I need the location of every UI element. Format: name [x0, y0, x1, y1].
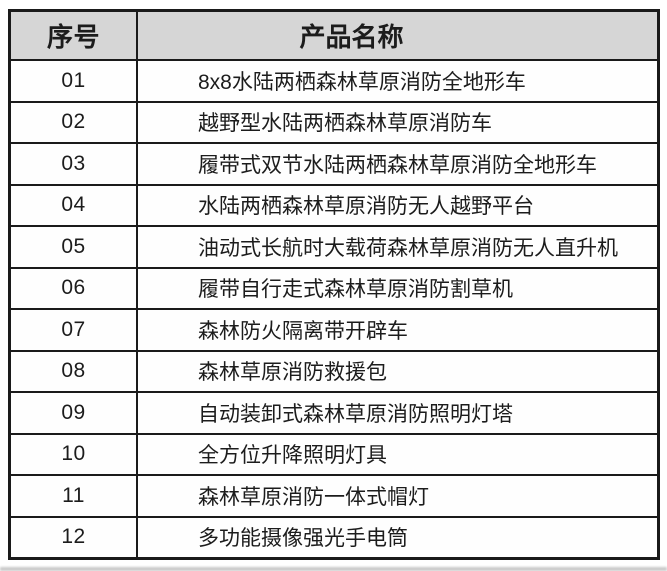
table-row: 03 履带式双节水陆两栖森林草原消防全地形车	[11, 142, 657, 184]
serial-number-cell: 09	[11, 393, 138, 433]
serial-number-cell: 12	[11, 517, 138, 557]
table-row: 10 全方位升降照明灯具	[11, 432, 657, 474]
product-name-cell: 油动式长航时大载荷森林草原消防无人直升机	[198, 236, 618, 260]
serial-number-cell: 10	[11, 434, 138, 474]
serial-number-cell: 06	[11, 268, 138, 308]
table-row: 07 森林防火隔离带开辟车	[11, 308, 657, 350]
serial-number-cell: 05	[11, 227, 138, 267]
serial-number-cell: 02	[11, 102, 138, 142]
product-name-cell: 森林草原消防救援包	[198, 361, 387, 385]
table-header-row: 序号 产品名称	[11, 12, 657, 59]
product-name-cell: 履带式双节水陆两栖森林草原消防全地形车	[198, 153, 597, 177]
serial-number-cell: 01	[11, 61, 138, 101]
product-name-cell: 多功能摄像强光手电筒	[198, 527, 408, 551]
product-name-cell: 越野型水陆两栖森林草原消防车	[198, 112, 492, 136]
product-name-cell: 自动装卸式森林草原消防照明灯塔	[198, 402, 513, 426]
product-name-cell: 水陆两栖森林草原消防无人越野平台	[198, 195, 534, 219]
serial-number-cell: 03	[11, 144, 138, 184]
serial-number-cell: 08	[11, 351, 138, 391]
table-row: 04 水陆两栖森林草原消防无人越野平台	[11, 183, 657, 225]
table-row: 08 森林草原消防救援包	[11, 349, 657, 391]
table-row: 02 越野型水陆两栖森林草原消防车	[11, 100, 657, 142]
product-table: 序号 产品名称 01 8x8水陆两栖森林草原消防全地形车 02 越野型水陆两栖森…	[8, 9, 660, 560]
table-row: 05 油动式长航时大载荷森林草原消防无人直升机	[11, 225, 657, 267]
serial-number-cell: 07	[11, 310, 138, 350]
header-serial-number: 序号	[11, 12, 138, 59]
table-row: 01 8x8水陆两栖森林草原消防全地形车	[11, 59, 657, 101]
table-row: 09 自动装卸式森林草原消防照明灯塔	[11, 391, 657, 433]
table-row: 12 多功能摄像强光手电筒	[11, 515, 657, 557]
product-name-cell: 8x8水陆两栖森林草原消防全地形车	[198, 70, 526, 94]
serial-number-cell: 11	[11, 476, 138, 516]
table-row: 06 履带自行走式森林草原消防割草机	[11, 266, 657, 308]
product-name-cell: 履带自行走式森林草原消防割草机	[198, 278, 513, 302]
product-name-cell: 全方位升降照明灯具	[198, 444, 387, 468]
header-product-name: 产品名称	[299, 22, 404, 52]
table-row: 11 森林草原消防一体式帽灯	[11, 474, 657, 516]
serial-number-cell: 04	[11, 185, 138, 225]
product-name-cell: 森林防火隔离带开辟车	[198, 319, 408, 343]
product-name-cell: 森林草原消防一体式帽灯	[198, 485, 429, 509]
bottom-edge-shadow	[0, 567, 667, 571]
